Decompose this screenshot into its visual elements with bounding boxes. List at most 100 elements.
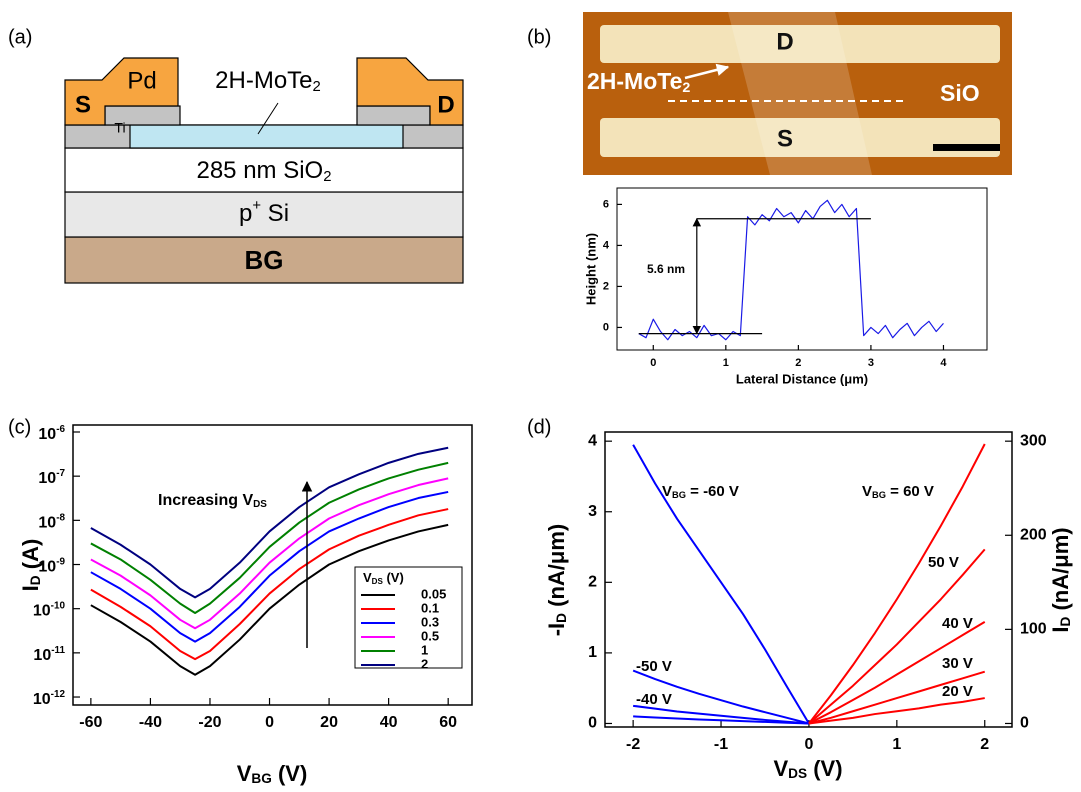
legend-label: 0.3 [421, 614, 439, 629]
tick-label: 6 [603, 198, 609, 210]
tick-label: 0 [650, 357, 656, 369]
tick-label: 1 [892, 736, 901, 753]
tick-label: 4 [940, 357, 947, 369]
x-axis-title: VBG (V) [237, 761, 308, 787]
legend-label: 0.5 [421, 628, 439, 643]
series-label: 50 V [928, 554, 959, 571]
legend-label: 0.05 [421, 586, 446, 601]
series-label: VBG = 60 V [862, 483, 934, 500]
tick-label: 0 [265, 714, 274, 731]
tick-label-part: -8 [56, 512, 65, 523]
y-axis-title: ID (A) [18, 539, 44, 592]
y-axis-title-part: (A) [18, 539, 43, 576]
tick-label: 10-11 [33, 645, 65, 665]
tick-label: 3 [588, 503, 597, 520]
flake-label: 2H-MoTe2 [587, 68, 690, 96]
x-axis-title: Lateral Distance (μm) [736, 371, 868, 386]
tick-label: 0 [603, 321, 609, 333]
panel-label: (b) [527, 26, 551, 48]
tick-label-part: -12 [51, 689, 66, 700]
tick-label: 3 [868, 357, 874, 369]
tick-label: 300 [1020, 432, 1047, 449]
tick-label-part: -11 [51, 645, 65, 656]
tick-label-part: -7 [56, 468, 65, 479]
data-line [809, 622, 985, 724]
series-label: -50 V [636, 658, 672, 675]
legend-label: 2 [421, 656, 428, 671]
tick-label: 200 [1020, 526, 1047, 543]
tick-label-part: -9 [56, 556, 65, 567]
legend-title: VDS (V) [363, 570, 404, 586]
series-label: 20 V [942, 683, 973, 700]
tick-label-part: 10 [33, 647, 51, 664]
tick-label-part: -6 [56, 424, 65, 435]
tick-label: -40 [139, 714, 162, 731]
legend-label: 1 [421, 642, 428, 657]
tick-label: 20 [320, 714, 338, 731]
series-label-part: BG [872, 490, 886, 500]
tick-label: 10-12 [33, 689, 66, 709]
channel-label-part: 2H-MoTe [215, 67, 312, 94]
annotation-part: DS [253, 499, 267, 510]
channel-layer [130, 125, 403, 148]
x-axis-title-part: V [237, 761, 252, 786]
tick-label: -2 [626, 736, 640, 753]
ti-label: Ti [114, 120, 125, 136]
x-axis-title-part: (V) [807, 756, 842, 781]
y-axis-title: Height (nm) [583, 233, 598, 305]
substrate-label-part: + [252, 198, 261, 214]
tick-label: -1 [714, 736, 728, 753]
series-label-part: = 60 V [886, 483, 934, 500]
oxide-label-part: 2 [323, 169, 331, 185]
series-label: VBG = -60 V [662, 483, 739, 500]
tick-label: 2 [795, 357, 801, 369]
drain-label: D [437, 91, 454, 118]
legend-title-part: DS [372, 577, 384, 586]
series-label-part: BG [672, 490, 686, 500]
metal-label: Pd [127, 67, 156, 94]
annotation-part: Increasing V [158, 492, 253, 509]
series-label-part: V [862, 483, 872, 500]
y2-axis-title-part: D [1058, 616, 1073, 626]
substrate-label-part: Si [261, 200, 289, 227]
series-label: -40 V [636, 691, 672, 708]
tick-label: 10-6 [38, 424, 65, 444]
tick-label: 0 [1020, 715, 1029, 732]
x-axis-title-part: V [773, 756, 788, 781]
tick-label: 2 [603, 280, 609, 292]
tick-label: -20 [198, 714, 221, 731]
gate-label: BG [245, 245, 284, 275]
tick-label: 40 [380, 714, 398, 731]
tick-label-part: 10 [38, 426, 56, 443]
tick-label-part: 10 [33, 603, 51, 620]
scale-bar [933, 144, 1000, 151]
tick-label: 10-10 [33, 600, 66, 620]
legend-label: 0.1 [421, 600, 439, 615]
y2-axis-title-part: (nA/μm) [1048, 527, 1073, 616]
tick-label: 4 [588, 432, 597, 449]
tick-label: 2 [588, 574, 597, 591]
substrate-label: p+ Si [239, 198, 289, 227]
tick-label-part: 10 [38, 470, 56, 487]
ti-step [357, 106, 430, 125]
y-axis-title-part: (nA/μm) [544, 524, 569, 613]
panel-label: (c) [8, 416, 31, 438]
legend-title-part: V [363, 570, 372, 585]
series-label: 40 V [942, 615, 973, 632]
panel-label: (d) [527, 416, 551, 438]
tick-label-part: 10 [38, 515, 56, 532]
x-axis-title-part: BG [251, 771, 271, 786]
x-axis-title: VDS (V) [773, 756, 842, 782]
annotation: 5.6 nm [647, 262, 685, 276]
series-label-part: = -60 V [686, 483, 739, 500]
source-label: S [75, 91, 91, 118]
x-axis-title-part: DS [788, 766, 807, 781]
channel-label-part: 2 [313, 79, 321, 95]
tick-label: 1 [723, 357, 729, 369]
y-axis-title-part: D [28, 575, 43, 585]
y-axis-title-part: -I [544, 623, 569, 636]
panel-label: (a) [8, 26, 32, 48]
source-label: S [777, 125, 793, 152]
tick-label-part: -10 [51, 600, 66, 611]
legend-title-part: (V) [383, 570, 404, 585]
